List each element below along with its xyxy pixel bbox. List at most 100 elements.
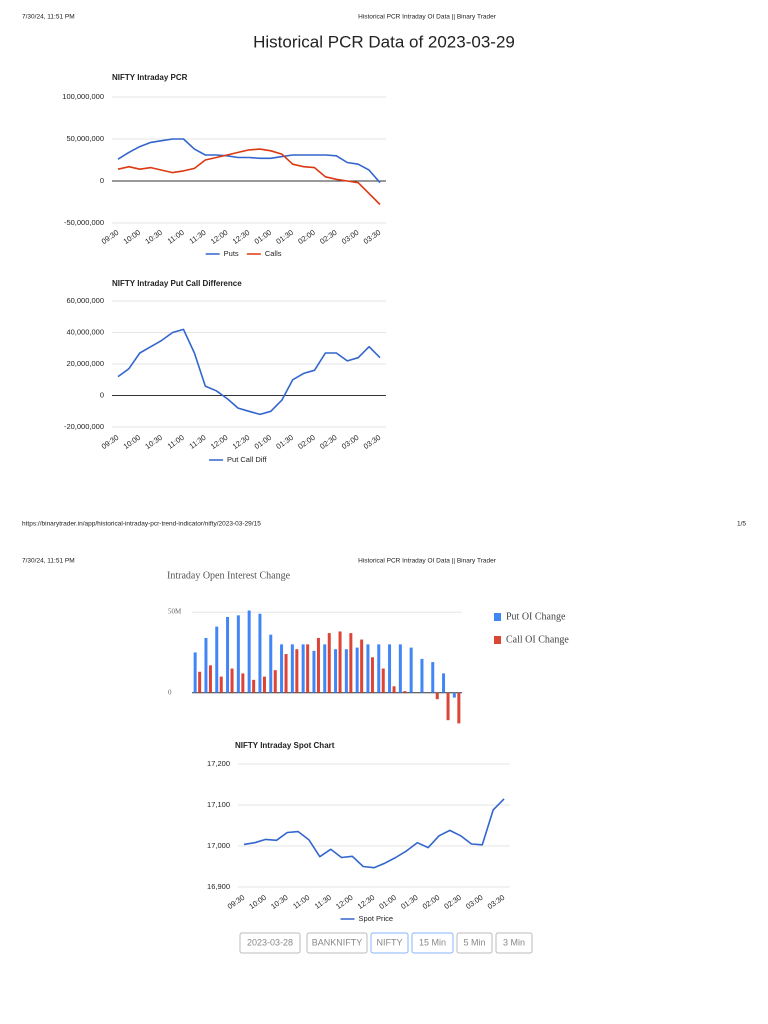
button[interactable]: NIFTY: [370, 932, 409, 954]
bar: [312, 650, 316, 693]
y-tick-label: 50,000,000: [66, 134, 104, 143]
button-frame: [239, 932, 301, 954]
x-tick-label: 02:00: [296, 433, 317, 451]
x-tick-label: 03:30: [362, 228, 383, 246]
y-tick-label: -20,000,000: [64, 422, 104, 431]
print-page-title: Historical PCR Intraday OI Data || Binar…: [358, 14, 497, 21]
button-frame: [495, 932, 533, 954]
bar: [290, 644, 294, 693]
x-tick-label: 03:00: [464, 893, 485, 911]
bar: [273, 670, 277, 693]
bar: [301, 644, 305, 693]
legend-label: Put Call Diff: [227, 455, 267, 464]
bar: [355, 647, 359, 693]
bar: [219, 676, 223, 693]
button[interactable]: 2023-03-28: [239, 932, 301, 954]
button[interactable]: 5 Min: [456, 932, 493, 954]
x-tick-label: 03:00: [340, 228, 361, 246]
x-tick-label: 09:30: [100, 433, 121, 451]
y-tick-label: 0: [168, 688, 172, 696]
y-tick-label: 17,100: [207, 800, 230, 809]
bar: [323, 644, 327, 693]
x-tick-label: 12:30: [356, 893, 377, 911]
series-line: [117, 328, 381, 416]
x-tick-label: 02:00: [296, 228, 317, 246]
x-tick-label: 12:00: [209, 228, 230, 246]
y-tick-label: 100,000,000: [62, 92, 104, 101]
chart-title: NIFTY Intraday Put Call Difference: [112, 279, 242, 288]
bar: [284, 654, 288, 693]
print-page-number: 1/5: [737, 521, 746, 528]
x-tick-label: 03:00: [340, 433, 361, 451]
series-line: [117, 148, 381, 206]
bar: [398, 644, 402, 693]
legend-label: Call OI Change: [506, 634, 569, 645]
bar: [435, 692, 439, 700]
bar: [370, 657, 374, 693]
x-tick-label: 02:30: [318, 433, 339, 451]
x-tick-label: 12:30: [231, 228, 252, 246]
bar: [204, 637, 208, 693]
legend-swatch: [494, 636, 501, 644]
bar: [208, 665, 212, 693]
button-frame: [411, 932, 454, 954]
x-tick-label: 11:00: [166, 228, 186, 246]
x-tick-label: 01:30: [399, 893, 420, 911]
bar: [381, 668, 385, 693]
bar: [431, 662, 435, 693]
x-tick-label: 02:30: [442, 893, 463, 911]
y-tick-label: 17,200: [207, 759, 230, 768]
x-tick-label: 10:00: [122, 228, 143, 246]
bar: [377, 644, 381, 693]
bar: [269, 634, 273, 693]
series-line: [117, 138, 381, 184]
bar: [392, 686, 396, 693]
bar: [457, 692, 461, 724]
button-label: 3 Min: [503, 937, 525, 947]
x-tick-label: 01:00: [377, 893, 398, 911]
legend-swatch: [494, 613, 501, 621]
x-tick-label: 10:30: [143, 433, 164, 451]
button-label: NIFTY: [377, 937, 403, 947]
x-tick-label: 12:30: [231, 433, 252, 451]
bar: [344, 649, 348, 693]
x-tick-label: 03:30: [486, 893, 507, 911]
chart-title: NIFTY Intraday Spot Chart: [235, 741, 335, 750]
legend-label: Calls: [265, 249, 282, 258]
button-bar: 2023-03-28 BANKNIFTY NIFTY 15 Min 5 Min 3 Min: [239, 932, 533, 954]
bar: [442, 673, 446, 693]
y-tick-label: 50M: [168, 608, 182, 616]
bar: [409, 647, 413, 693]
bar: [226, 616, 230, 693]
button-label: 15 Min: [419, 937, 446, 947]
bar: [420, 658, 424, 693]
y-tick-label: 0: [100, 176, 104, 185]
bar: [327, 633, 331, 693]
bar: [403, 691, 407, 693]
x-tick-label: 09:30: [100, 228, 121, 246]
y-tick-label: 20,000,000: [66, 359, 104, 368]
bar: [349, 633, 353, 693]
button[interactable]: BANKNIFTY: [306, 932, 368, 954]
button[interactable]: 3 Min: [495, 932, 533, 954]
legend-label: Puts: [224, 249, 239, 258]
button[interactable]: 15 Min: [411, 932, 454, 954]
legend-label: Put OI Change: [506, 611, 566, 622]
button-label: 2023-03-28: [247, 937, 293, 947]
x-tick-label: 10:00: [122, 433, 143, 451]
y-tick-label: 16,900: [207, 882, 230, 891]
x-tick-label: 10:30: [143, 228, 164, 246]
print-url: https://binarytrader.in/app/historical-i…: [22, 521, 261, 528]
bar: [193, 652, 197, 693]
bar: [230, 668, 234, 693]
bar: [241, 673, 245, 693]
bar: [316, 637, 320, 693]
button-label: 5 Min: [463, 937, 485, 947]
x-tick-label: 12:00: [334, 893, 355, 911]
y-tick-label: 60,000,000: [66, 296, 104, 305]
print-datetime: 7/30/24, 11:51 PM: [22, 14, 75, 21]
x-tick-label: 11:30: [188, 228, 208, 246]
bar: [252, 679, 256, 693]
bar: [360, 639, 364, 693]
